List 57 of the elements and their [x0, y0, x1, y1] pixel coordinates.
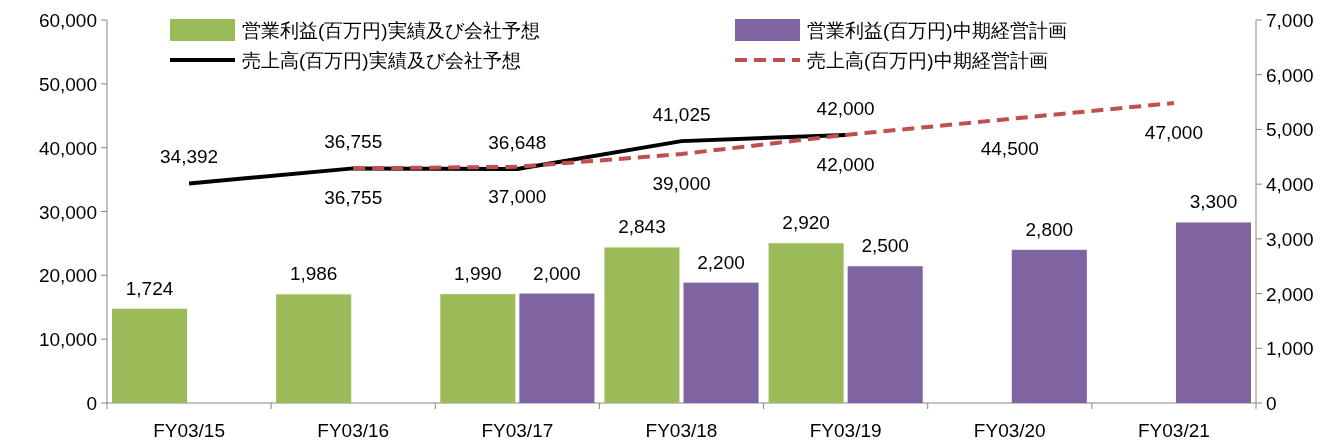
data-label: 34,392 [160, 146, 219, 168]
data-label: 2,500 [861, 235, 909, 257]
data-label: 42,000 [816, 97, 875, 119]
x-tick-label: FY03/15 [153, 420, 225, 441]
bar [847, 266, 923, 403]
x-tick-label: FY03/17 [481, 420, 554, 441]
y-tick-label: 0 [86, 393, 97, 414]
x-tick-label: FY03/21 [1138, 420, 1210, 441]
y-tick-label: 30,000 [38, 201, 97, 223]
x-tick-label: FY03/19 [809, 420, 882, 441]
data-label: 2,920 [782, 212, 830, 234]
data-label: 39,000 [652, 173, 711, 195]
data-label: 2,800 [1025, 218, 1074, 240]
data-label: 44,500 [980, 137, 1039, 159]
data-label: 2,843 [618, 216, 666, 238]
y2-tick-label: 5,000 [1266, 119, 1314, 141]
x-tick-label: FY03/18 [645, 420, 718, 441]
x-tick-label: FY03/20 [973, 420, 1046, 441]
data-label: 36,755 [324, 187, 383, 209]
data-label: 3,300 [1189, 191, 1238, 213]
bar [276, 294, 352, 403]
y2-tick-label: 1,000 [1266, 338, 1314, 360]
y2-tick-label: 6,000 [1266, 64, 1314, 86]
y-tick-label: 10,000 [38, 329, 97, 351]
data-label: 36,648 [488, 132, 547, 154]
data-label: 1,724 [125, 277, 174, 299]
data-label: 36,755 [324, 131, 383, 153]
y2-tick-label: 4,000 [1266, 174, 1314, 196]
data-label: 2,200 [697, 251, 745, 273]
data-label: 47,000 [1144, 121, 1203, 143]
bar [768, 243, 844, 403]
legend-label: 売上高(百万円)中期経営計画 [807, 50, 1048, 71]
data-label: 41,025 [652, 104, 711, 126]
legend-label: 営業利益(百万円)中期経営計画 [807, 20, 1067, 41]
data-label: 1,986 [289, 263, 338, 285]
bar [440, 294, 516, 403]
x-tick-label: FY03/16 [317, 420, 390, 441]
bar [1011, 249, 1087, 403]
y2-tick-label: 2,000 [1266, 283, 1314, 305]
legend-label: 売上高(百万円)実績及び会社予想 [242, 50, 521, 71]
data-label: 37,000 [488, 185, 547, 207]
bar [1175, 222, 1251, 403]
y2-tick-label: 3,000 [1266, 228, 1314, 250]
y2-tick-label: 7,000 [1266, 10, 1314, 31]
y-tick-label: 40,000 [38, 137, 97, 159]
data-label: 1,990 [454, 263, 502, 285]
bar [112, 308, 188, 403]
data-label: 2,000 [533, 262, 581, 284]
bar [604, 247, 680, 403]
bar [519, 293, 595, 403]
data-label: 42,000 [816, 153, 875, 175]
bar [683, 282, 759, 403]
y-tick-label: 60,000 [38, 10, 97, 31]
y2-tick-label: 0 [1266, 393, 1277, 414]
y-tick-label: 20,000 [38, 265, 97, 287]
y-tick-label: 50,000 [38, 73, 97, 95]
legend-label: 営業利益(百万円)実績及び会社予想 [242, 20, 540, 41]
